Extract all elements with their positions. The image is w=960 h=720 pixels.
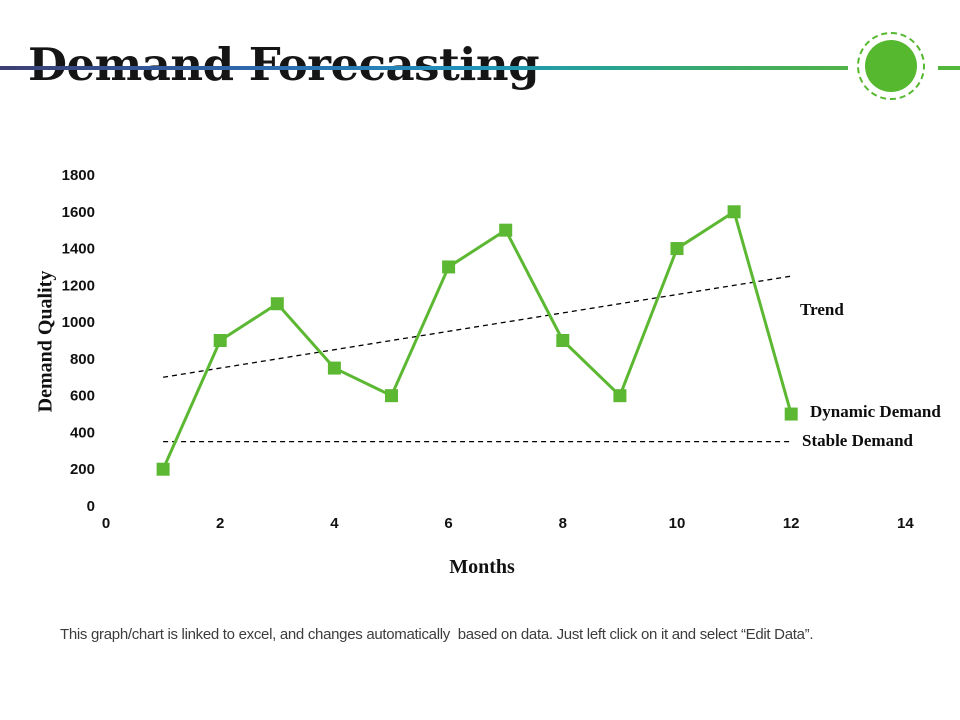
y-tick-label: 800 — [70, 351, 95, 368]
trend-line — [162, 275, 792, 378]
trend-label: Trend — [800, 300, 844, 319]
divider-line-right — [938, 66, 960, 70]
y-tick-label: 400 — [70, 424, 95, 441]
dashed-ring-icon — [857, 32, 925, 100]
series-line — [161, 210, 793, 470]
x-tick-label: 2 — [216, 515, 224, 532]
dynamic-demand-label: Dynamic Demand — [810, 402, 941, 421]
x-tick-label: 4 — [330, 515, 339, 532]
data-point-marker[interactable] — [784, 407, 798, 421]
y-tick-label: 0 — [87, 498, 95, 515]
footer-note: This graph/chart is linked to excel, and… — [60, 626, 814, 643]
x-tick-label: 0 — [102, 515, 110, 532]
x-tick-label: 6 — [444, 515, 452, 532]
page-title: Demand Forecasting — [28, 38, 540, 92]
y-tick-label: 1600 — [62, 204, 95, 221]
y-tick-label: 1800 — [62, 167, 95, 184]
data-point-marker[interactable] — [613, 389, 627, 403]
x-tick-label: 14 — [897, 515, 914, 532]
data-point-marker[interactable] — [727, 205, 741, 219]
x-tick-label: 8 — [559, 515, 567, 532]
data-point-marker[interactable] — [270, 297, 284, 311]
data-point-marker[interactable] — [670, 242, 684, 256]
green-circle-icon — [865, 40, 917, 92]
data-point-marker[interactable] — [213, 334, 227, 347]
x-axis-title: Months — [449, 556, 515, 578]
stable-demand-label: Stable Demand — [802, 431, 913, 450]
y-axis-title: Demand Quality — [34, 270, 57, 413]
x-tick-label: 12 — [783, 515, 800, 532]
y-tick-label: 200 — [70, 461, 95, 478]
data-point-marker[interactable] — [499, 223, 513, 237]
y-tick-label: 600 — [70, 388, 95, 405]
y-tick-label: 1400 — [62, 241, 95, 258]
data-point-marker[interactable] — [327, 361, 341, 375]
data-point-marker[interactable] — [556, 334, 570, 347]
divider-gradient-line — [0, 66, 848, 70]
x-tick-label: 10 — [669, 515, 686, 532]
y-tick-label: 1000 — [62, 314, 95, 331]
data-point-marker[interactable] — [442, 260, 456, 274]
data-point-marker[interactable] — [385, 389, 398, 403]
y-tick-label: 1200 — [62, 277, 95, 294]
data-point-marker[interactable] — [156, 462, 170, 476]
